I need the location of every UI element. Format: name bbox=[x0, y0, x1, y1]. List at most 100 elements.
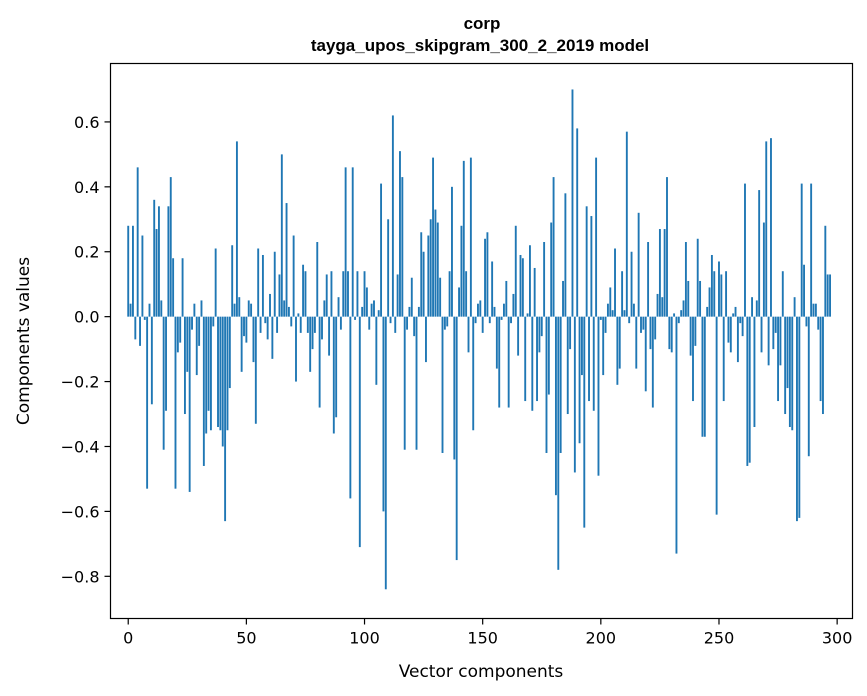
bar bbox=[777, 316, 780, 402]
bar bbox=[363, 271, 366, 317]
y-tick-label: −0.4 bbox=[61, 437, 100, 456]
bar bbox=[460, 225, 463, 317]
bar bbox=[514, 225, 517, 317]
bar bbox=[687, 280, 690, 317]
bar bbox=[604, 316, 607, 333]
bar bbox=[439, 277, 442, 317]
bar bbox=[772, 316, 775, 350]
bar bbox=[552, 177, 555, 317]
bar bbox=[129, 303, 132, 317]
bar bbox=[214, 248, 217, 317]
bar bbox=[302, 264, 305, 317]
bar bbox=[796, 316, 798, 522]
bar bbox=[588, 316, 590, 402]
bar bbox=[675, 316, 678, 554]
bar bbox=[391, 115, 394, 317]
bar bbox=[649, 316, 652, 350]
bar bbox=[734, 306, 737, 317]
bar bbox=[292, 235, 295, 317]
bar bbox=[425, 316, 427, 363]
bar bbox=[703, 316, 706, 437]
bar bbox=[814, 303, 817, 317]
bar bbox=[271, 316, 274, 359]
bar bbox=[169, 177, 172, 317]
bar bbox=[380, 183, 383, 317]
bar bbox=[313, 316, 316, 333]
bar bbox=[195, 316, 198, 376]
bar bbox=[564, 193, 567, 317]
bar bbox=[710, 254, 713, 317]
y-axis: −0.8 −0.6 −0.4 −0.2 0.0 0.2 0.4 0.6 bbox=[61, 113, 111, 586]
bar bbox=[791, 316, 794, 431]
bar bbox=[153, 199, 156, 317]
bar bbox=[632, 303, 635, 317]
bar bbox=[798, 316, 801, 518]
bar bbox=[512, 293, 515, 317]
bar bbox=[455, 316, 458, 561]
bar bbox=[205, 316, 208, 434]
bar bbox=[526, 313, 529, 317]
bar bbox=[521, 258, 524, 317]
bar bbox=[692, 316, 694, 402]
bar bbox=[469, 157, 472, 317]
y-tick-label: −0.6 bbox=[61, 502, 100, 521]
bar bbox=[269, 293, 271, 317]
bar bbox=[708, 287, 711, 317]
bar bbox=[311, 316, 314, 350]
bar bbox=[403, 316, 406, 450]
x-tick-label: 0 bbox=[123, 629, 133, 648]
bar bbox=[304, 271, 307, 317]
y-tick-label: −0.2 bbox=[61, 373, 100, 392]
bar bbox=[141, 235, 144, 317]
bar bbox=[746, 316, 749, 466]
bar bbox=[219, 316, 222, 431]
bar bbox=[254, 316, 257, 424]
bar-group bbox=[127, 89, 831, 590]
bar bbox=[183, 316, 186, 415]
bar bbox=[309, 316, 312, 372]
bar bbox=[576, 128, 579, 317]
bar bbox=[176, 316, 179, 353]
bar bbox=[741, 316, 744, 337]
bar bbox=[623, 310, 626, 317]
bar bbox=[266, 316, 269, 340]
bar bbox=[306, 316, 309, 333]
bar bbox=[387, 219, 390, 317]
bar bbox=[680, 310, 683, 317]
bar bbox=[276, 316, 279, 333]
bar bbox=[569, 316, 572, 350]
bar bbox=[365, 287, 368, 317]
bar bbox=[160, 300, 163, 317]
bar bbox=[656, 293, 659, 317]
bar bbox=[736, 316, 739, 363]
bar bbox=[599, 316, 602, 320]
bar bbox=[181, 258, 184, 317]
bar bbox=[625, 131, 628, 317]
bar bbox=[819, 316, 822, 402]
bar bbox=[217, 316, 219, 428]
bar bbox=[406, 316, 409, 330]
bar bbox=[375, 316, 378, 385]
bar bbox=[328, 316, 331, 356]
bar bbox=[781, 271, 784, 317]
bar bbox=[503, 303, 505, 317]
bar bbox=[335, 316, 338, 418]
bar bbox=[618, 316, 621, 369]
bar bbox=[611, 310, 614, 317]
y-tick-label: −0.8 bbox=[61, 567, 100, 586]
bar bbox=[243, 316, 245, 337]
bar bbox=[259, 316, 262, 333]
bar bbox=[417, 306, 420, 317]
bar bbox=[751, 297, 754, 317]
bar bbox=[408, 306, 411, 317]
bar bbox=[273, 251, 276, 317]
bar bbox=[155, 229, 158, 317]
bar bbox=[368, 316, 371, 330]
bar bbox=[167, 206, 170, 317]
bar bbox=[543, 242, 546, 317]
bar bbox=[212, 316, 215, 327]
bar bbox=[762, 222, 765, 317]
bar bbox=[429, 219, 432, 317]
bar bbox=[779, 316, 782, 366]
bar bbox=[713, 271, 716, 317]
